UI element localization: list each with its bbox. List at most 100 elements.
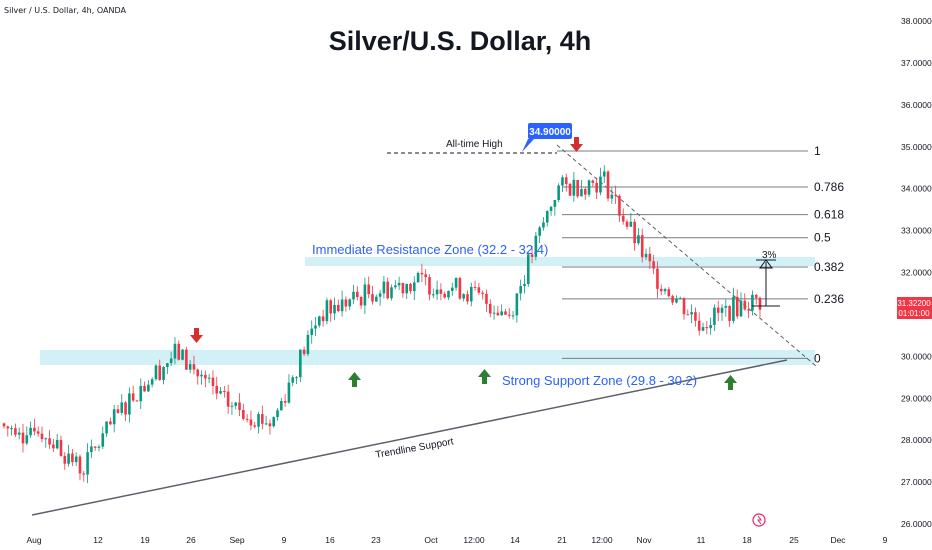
candle-body xyxy=(211,377,215,386)
candle-body xyxy=(633,221,636,244)
candle xyxy=(371,285,374,305)
fib-level-label: 0.618 xyxy=(814,208,844,222)
x-tick-label: 18 xyxy=(742,535,752,545)
candle xyxy=(488,299,492,318)
x-tick-label: 25 xyxy=(789,535,799,545)
candle xyxy=(542,217,545,231)
candle xyxy=(515,293,519,323)
candle xyxy=(416,271,420,283)
candle xyxy=(758,296,762,318)
candle-body xyxy=(618,195,621,216)
candle-body xyxy=(386,281,389,299)
candle-body xyxy=(378,293,382,297)
candle-body xyxy=(33,427,36,432)
candle xyxy=(568,182,572,196)
candle-body xyxy=(751,294,754,311)
candle-body xyxy=(120,402,124,413)
candle xyxy=(751,290,754,316)
fib-level-label: 0 xyxy=(814,351,821,365)
percent-move-marker xyxy=(752,259,780,307)
candle-body xyxy=(709,324,712,329)
candle xyxy=(580,179,583,197)
candle xyxy=(162,366,165,385)
candle-body xyxy=(416,272,420,283)
fib-level-label: 0.5 xyxy=(814,231,831,245)
candle-body xyxy=(644,253,648,258)
y-tick-label: 36.00000 xyxy=(901,100,932,110)
candle xyxy=(659,284,663,296)
x-tick-label: 12 xyxy=(93,535,103,545)
candle-body xyxy=(363,284,367,306)
candle-body xyxy=(158,365,162,380)
candle-body xyxy=(192,364,196,370)
candle-body xyxy=(412,282,416,292)
candle-body xyxy=(36,431,40,434)
candle-body xyxy=(166,363,169,368)
candle-body xyxy=(249,419,253,426)
candle-body xyxy=(507,314,511,316)
candle xyxy=(443,291,446,299)
candle xyxy=(557,183,560,203)
x-tick-label: Sep xyxy=(229,535,244,545)
candle xyxy=(299,349,302,383)
candle-body xyxy=(724,305,728,308)
candle xyxy=(169,351,173,367)
y-tick-label: 30.00000 xyxy=(901,351,932,361)
candle-body xyxy=(63,455,67,464)
candle xyxy=(511,310,515,320)
candle-body xyxy=(747,309,750,311)
candle-body xyxy=(124,402,127,415)
candle xyxy=(253,421,257,429)
candle-body xyxy=(371,294,374,302)
candle xyxy=(606,170,610,202)
candle-body xyxy=(299,349,302,378)
candle xyxy=(44,437,48,448)
candle xyxy=(59,435,63,457)
candle xyxy=(469,282,473,307)
candle-body xyxy=(705,327,709,329)
candle xyxy=(523,275,526,294)
candle-body xyxy=(424,274,427,278)
x-tick-label: 12:00 xyxy=(463,535,485,545)
candle xyxy=(473,280,477,291)
candle xyxy=(238,393,241,417)
candle xyxy=(386,277,389,300)
candle-body xyxy=(219,391,222,394)
candle xyxy=(678,296,682,300)
resistance-zone-label: Immediate Resistance Zone (32.2 - 32.4) xyxy=(312,242,548,257)
candle-body xyxy=(728,305,731,321)
candle-body xyxy=(439,289,443,294)
candle xyxy=(553,199,557,216)
ath-value-text: 34.90000 xyxy=(529,127,571,138)
candle-body xyxy=(420,272,424,275)
candle xyxy=(735,289,739,319)
candle-body xyxy=(523,283,526,287)
candle xyxy=(219,386,222,395)
candle xyxy=(519,279,522,301)
candle-body xyxy=(606,171,610,199)
candle-body xyxy=(557,185,560,201)
candle-body xyxy=(450,287,454,291)
y-tick-label: 33.00000 xyxy=(901,226,932,236)
candle xyxy=(264,415,268,426)
x-tick-label: Aug xyxy=(26,535,41,545)
candle xyxy=(74,452,78,467)
candle xyxy=(675,295,678,304)
candle xyxy=(181,348,184,361)
candle-body xyxy=(564,177,568,184)
candle xyxy=(356,286,359,301)
candle-body xyxy=(739,300,743,317)
time-axis: Aug 12 19 26 Sep 9 16 23 Oct 12:00 14 21 12:00 Nov 11 1… xyxy=(26,535,887,545)
candle xyxy=(192,355,196,375)
candle-body xyxy=(135,400,139,402)
candle-body xyxy=(321,316,325,322)
chart-title: Silver/U.S. Dollar, 4h xyxy=(329,26,592,56)
candle-body xyxy=(538,227,541,236)
candle-body xyxy=(515,293,519,316)
candle-body xyxy=(74,456,78,463)
candle-body xyxy=(682,298,686,315)
x-tick-label: 23 xyxy=(371,535,381,545)
candle xyxy=(344,296,348,312)
candle-body xyxy=(253,425,257,427)
x-tick-label: Nov xyxy=(636,535,652,545)
